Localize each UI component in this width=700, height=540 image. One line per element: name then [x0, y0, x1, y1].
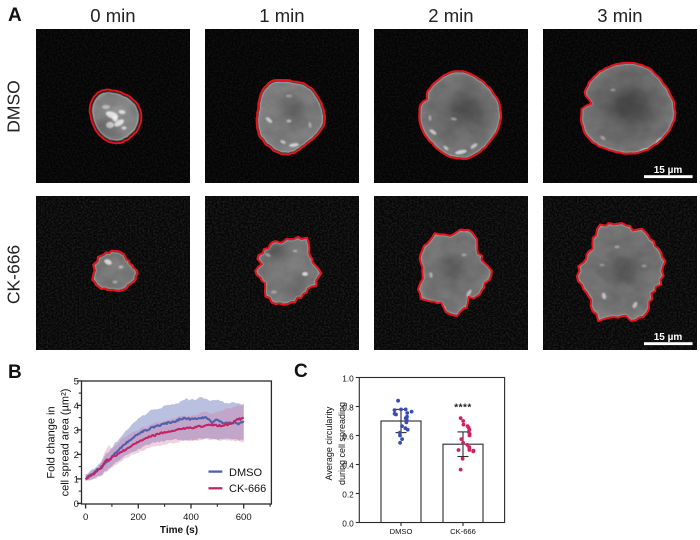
svg-text:Time (s): Time (s)	[160, 525, 198, 536]
svg-text:0.0: 0.0	[342, 518, 354, 528]
svg-text:0.6: 0.6	[342, 431, 354, 441]
svg-text:Fold change in: Fold change in	[46, 406, 58, 478]
svg-text:cell spread area (µm²): cell spread area (µm²)	[59, 389, 71, 497]
svg-text:CK-666: CK-666	[229, 483, 266, 495]
svg-text:during cell spreading: during cell spreading	[337, 402, 347, 485]
svg-text:DMSO: DMSO	[390, 527, 413, 536]
svg-text:3: 3	[74, 425, 79, 436]
svg-text:CK-666: CK-666	[450, 527, 476, 536]
svg-text:DMSO: DMSO	[229, 467, 262, 479]
svg-text:600: 600	[236, 512, 252, 523]
svg-text:0.4: 0.4	[342, 460, 354, 470]
svg-text:0.2: 0.2	[342, 489, 354, 499]
svg-text:0.8: 0.8	[342, 402, 354, 412]
svg-text:1: 1	[74, 474, 79, 485]
svg-text:15 µm: 15 µm	[654, 165, 683, 176]
svg-text:0: 0	[74, 499, 79, 510]
svg-text:****: ****	[454, 402, 472, 413]
svg-text:2: 2	[74, 450, 79, 461]
svg-text:200: 200	[130, 512, 146, 523]
svg-text:15 µm: 15 µm	[654, 332, 683, 343]
svg-text:1.0: 1.0	[342, 373, 354, 383]
svg-text:400: 400	[183, 512, 199, 523]
svg-text:4: 4	[74, 401, 79, 412]
svg-text:Average circularity: Average circularity	[324, 406, 334, 480]
svg-text:0: 0	[83, 512, 88, 523]
svg-text:5: 5	[74, 376, 79, 387]
